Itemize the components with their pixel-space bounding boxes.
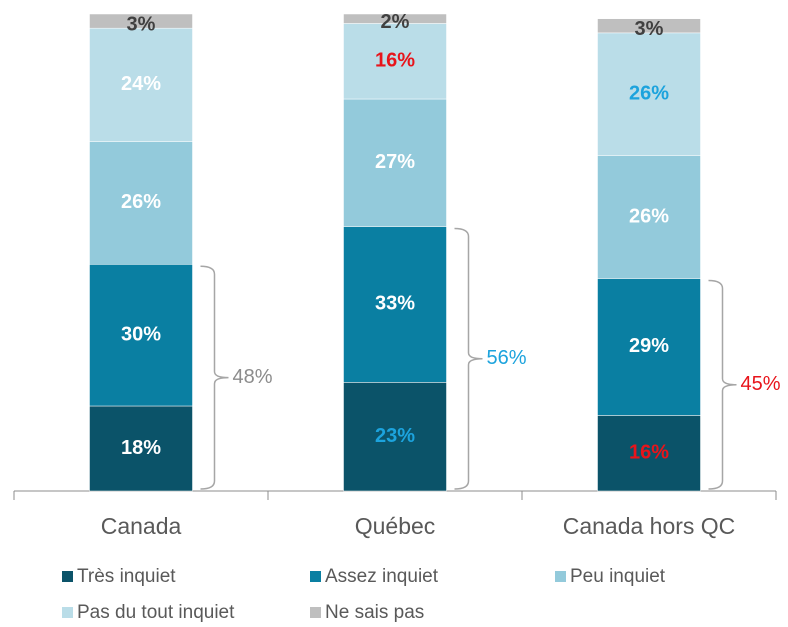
value-label: 33%	[375, 293, 415, 315]
bar-segment	[89, 264, 193, 407]
bracket	[708, 279, 737, 490]
annotation: 56%	[487, 347, 527, 369]
legend-swatch	[62, 571, 73, 582]
bar-segment	[343, 226, 447, 383]
bar-segment	[597, 32, 701, 156]
legend-label: Très inquiet	[77, 566, 176, 587]
bracket	[454, 227, 483, 490]
legend-label: Assez inquiet	[325, 566, 439, 587]
x-tick-label: Canada hors QC	[563, 513, 736, 539]
value-label: 29%	[629, 335, 669, 357]
legend-swatch	[310, 607, 321, 618]
bracket	[200, 265, 229, 490]
value-label: 16%	[375, 50, 415, 72]
bar-segment	[343, 13, 447, 24]
legend-swatch	[555, 571, 566, 582]
value-label: 3%	[635, 18, 664, 40]
value-label: 27%	[375, 151, 415, 173]
x-tick-label: Québec	[355, 513, 436, 539]
bar-segment	[89, 405, 193, 492]
value-label: 16%	[629, 441, 669, 463]
value-label: 26%	[121, 191, 161, 213]
bar-segment	[597, 415, 701, 492]
value-label: 26%	[629, 205, 669, 227]
value-label: 24%	[121, 73, 161, 95]
value-label: 30%	[121, 323, 161, 345]
bar-segment	[89, 13, 193, 29]
bar-segment	[597, 155, 701, 279]
value-label: 3%	[127, 13, 156, 35]
legend-label: Pas du tout inquiet	[77, 602, 235, 623]
bar-segment	[597, 278, 701, 416]
value-label: 23%	[375, 425, 415, 447]
legend-swatch	[310, 571, 321, 582]
bar-segment	[343, 23, 447, 100]
legend-swatch	[62, 607, 73, 618]
annotation: 45%	[741, 373, 781, 395]
value-label: 2%	[381, 11, 410, 33]
bar-segment	[89, 141, 193, 265]
legend-label: Peu inquiet	[570, 566, 666, 587]
annotation: 48%	[233, 366, 273, 388]
value-label: 18%	[121, 437, 161, 459]
x-tick-label: Canada	[101, 513, 182, 539]
legend-label: Ne sais pas	[325, 602, 424, 623]
bar-segment	[597, 18, 701, 34]
bar-segment	[343, 382, 447, 492]
value-label: 26%	[629, 83, 669, 105]
